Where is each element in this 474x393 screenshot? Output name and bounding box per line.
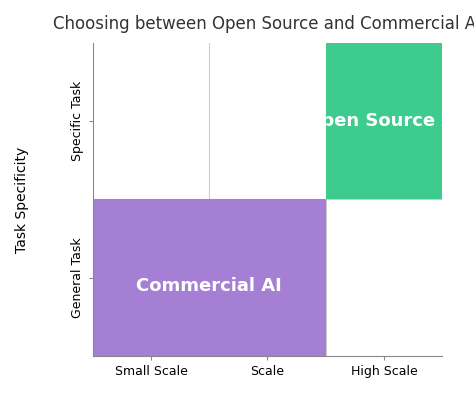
Text: Open Source AI: Open Source AI — [306, 112, 462, 130]
Title: Choosing between Open Source and Commercial AI: Choosing between Open Source and Commerc… — [54, 15, 474, 33]
Bar — [93, 199, 326, 356]
Bar — [326, 43, 442, 199]
Text: Commercial AI: Commercial AI — [137, 277, 282, 294]
Y-axis label: Task Specificity: Task Specificity — [15, 146, 29, 253]
